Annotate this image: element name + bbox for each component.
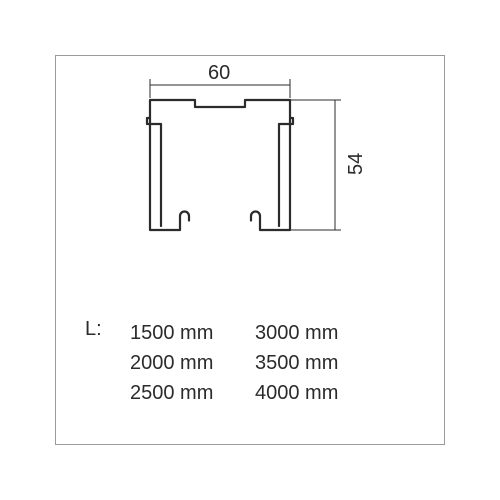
length-option: 3000 mm [255,318,338,348]
page-frame [55,55,445,445]
length-option: 2500 mm [130,378,213,408]
dimension-width-value: 60 [208,62,230,85]
length-legend-column-1: 1500 mm2000 mm2500 mm [130,318,213,408]
length-option: 4000 mm [255,378,338,408]
length-legend-label: L: [85,318,102,341]
length-legend-column-2: 3000 mm3500 mm4000 mm [255,318,338,408]
length-option: 1500 mm [130,318,213,348]
drawing-canvas: 60 54 L: 1500 mm2000 mm2500 mm 3000 mm35… [0,0,500,500]
length-option: 3500 mm [255,348,338,378]
dimension-height-value: 54 [345,153,368,175]
length-option: 2000 mm [130,348,213,378]
